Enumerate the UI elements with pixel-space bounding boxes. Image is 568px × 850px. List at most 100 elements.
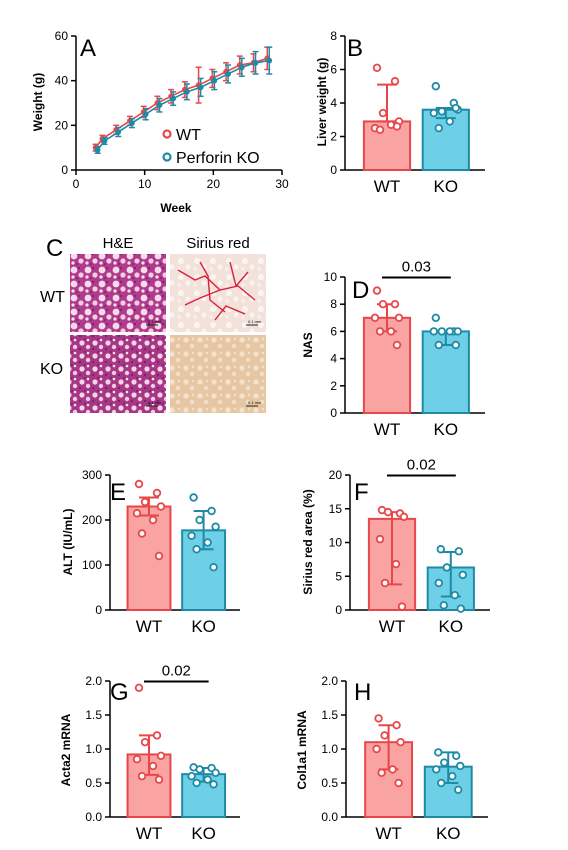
panel-e-category-label: WT: [136, 617, 162, 636]
panel-f-p-value: 0.02: [407, 457, 436, 474]
panel-b-data-point: [378, 108, 388, 118]
panel-g-y-tick-label: 2.0: [85, 674, 102, 688]
legend-label-perforin-ko: Perforin KO: [176, 150, 260, 167]
panel-h-y-tick-label: 0.5: [321, 776, 338, 790]
panel-h-data-point: [440, 758, 449, 767]
row-label-wt: WT: [40, 289, 65, 306]
panel-g-data-point: [203, 775, 212, 784]
panel-b-data-point: [431, 82, 440, 91]
panel-d-y-tick-label: 2: [330, 379, 337, 393]
panel-f-data-point: [454, 547, 463, 556]
panel-e-data-point: [203, 538, 212, 547]
panel-b-data-point: [372, 63, 382, 73]
panel-h-data-point: [448, 772, 457, 781]
panel-h-col1a1-chart: H 0.0 0.5 1.0 1.5 2.0 WT KO Col1a1 mRNA: [295, 674, 488, 843]
panel-h-letter: H: [354, 679, 371, 706]
panel-d-y-tick-label: 10: [324, 270, 338, 284]
panel-e-data-point: [192, 545, 201, 554]
panel-d-data-point: [434, 340, 443, 350]
scale-bar-he-wt: 0.1 mm: [148, 319, 162, 324]
panel-e-data-point: [134, 479, 144, 489]
panel-f-data-point: [450, 590, 459, 600]
panel-e-alt-chart: E 0 100 200 300 WT KO ALT (IU/mL): [61, 468, 240, 636]
row-label-ko: KO: [40, 361, 63, 378]
panel-g-data-point: [195, 765, 204, 774]
panel-h-data-point: [456, 761, 465, 771]
panel-a-letter: A: [80, 35, 96, 62]
panel-g-y-tick-label: 1.5: [85, 708, 102, 722]
panel-g-data-point: [134, 683, 144, 692]
panel-b-data-point: [451, 103, 460, 113]
panel-h-data-point: [374, 714, 383, 723]
panel-g-letter: G: [110, 679, 129, 706]
panel-f-y-tick-label: 10: [329, 536, 343, 550]
panel-f-data-point: [436, 545, 445, 554]
scale-bar-sr-ko: 0.1 mm: [248, 400, 262, 405]
panel-b-y-tick-label: 2: [330, 130, 337, 144]
panel-d-p-value: 0.03: [402, 259, 431, 276]
panel-e-y-axis-label: ALT (IU/mL): [61, 508, 75, 575]
panel-b-y-axis-label: Liver weight (g): [315, 58, 329, 147]
panel-g-data-point: [154, 775, 164, 784]
panel-a-data-point: [129, 120, 135, 126]
panel-a-x-tick-label: 30: [275, 177, 289, 191]
micrograph-sirius-red-wt: 0.1 mm: [170, 254, 266, 332]
header-he: H&E: [103, 235, 134, 252]
panel-e-data-point: [148, 515, 158, 525]
panel-f-data-point: [399, 512, 409, 522]
panel-d-data-point: [394, 313, 404, 322]
panel-b-y-tick-label: 4: [330, 96, 337, 110]
panel-g-y-tick-label: 0.5: [85, 776, 102, 790]
panel-h-y-tick-label: 0.0: [321, 810, 338, 824]
panel-e-y-tick-label: 300: [82, 468, 102, 482]
panel-a-x-tick-label: 10: [138, 177, 152, 191]
panel-d-letter: D: [352, 277, 369, 304]
panel-b-category-label: WT: [374, 177, 400, 196]
panel-c-letter: C: [46, 235, 63, 262]
panel-d-nas-chart: D 0 2 4 6 8 10 WT KO 0.03 NAS: [301, 259, 485, 439]
panel-g-p-value: 0.02: [162, 663, 191, 680]
panel-d-data-point: [378, 300, 388, 309]
panel-d-y-tick-label: 4: [330, 352, 337, 366]
micrograph-he-ko: 0.1 mm: [70, 335, 166, 413]
panel-e-letter: E: [110, 479, 126, 506]
panel-d-y-tick-label: 8: [330, 297, 337, 311]
panel-g-category-label: WT: [136, 824, 162, 843]
micrograph-he-wt: 0.1 mm: [70, 254, 166, 332]
panel-f-y-tick-label: 0: [335, 603, 342, 617]
panel-b-data-point: [392, 122, 402, 131]
panel-d-data-point: [445, 327, 454, 336]
panel-e-y-tick-label: 100: [82, 558, 102, 572]
panel-d-data-point: [437, 327, 446, 336]
scale-bar-he-ko: 0.1 mm: [148, 400, 162, 405]
panel-e-data-point: [195, 515, 204, 525]
panel-a-y-tick-label: 20: [55, 118, 69, 132]
panel-g-data-point: [132, 755, 142, 764]
panel-a-y-axis-label: Weight (g): [31, 73, 45, 131]
panel-g-data-point: [187, 772, 196, 781]
panel-a-data-point: [238, 64, 245, 71]
panel-h-data-point: [392, 721, 401, 730]
panel-h-y-axis-label: Col1a1 mRNA: [295, 710, 309, 790]
panel-f-data-point: [458, 570, 467, 580]
panel-e-data-point: [137, 529, 147, 538]
panel-e-y-tick-label: 0: [95, 603, 102, 617]
panel-a-data-point: [266, 57, 273, 64]
panel-f-data-point: [434, 578, 443, 588]
panel-h-y-tick-label: 1.0: [321, 742, 338, 756]
panel-e-data-point: [152, 488, 162, 498]
panel-g-acta2-chart: G 0.0 0.5 1.0 1.5 2.0 WT KO 0.02 Acta2 mRNA: [59, 663, 240, 843]
panel-f-category-label: KO: [439, 617, 464, 636]
panel-a-plot: 0 20 40 60 0 10 20 30: [55, 29, 289, 191]
panel-h-data-point: [437, 778, 446, 788]
panel-g-data-point: [137, 772, 147, 781]
panel-d-data-point: [453, 327, 462, 336]
panel-e-data-point: [189, 493, 198, 502]
panel-c-histology: C H&E Sirius red WT KO 0.1 mm 0.1 mm 0.1…: [40, 235, 266, 413]
panel-b-data-point: [429, 108, 438, 118]
panel-h-data-point: [372, 744, 381, 754]
panel-b-data-point: [445, 117, 454, 126]
panel-a-data-point: [252, 59, 259, 66]
panel-e-data-point: [156, 502, 166, 511]
